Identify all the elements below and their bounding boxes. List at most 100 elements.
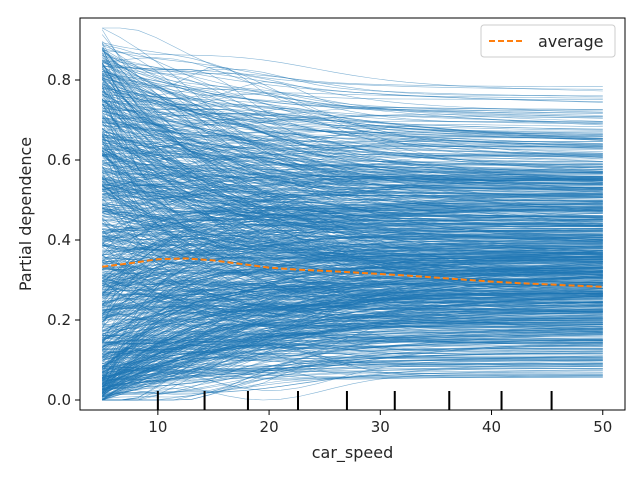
ice-curve — [102, 86, 603, 162]
ice-curve — [102, 207, 603, 240]
ice-curve — [102, 288, 603, 385]
ice-curve — [102, 67, 603, 190]
ice-curve — [102, 78, 603, 123]
ice-curve — [102, 191, 603, 226]
y-axis-label: Partial dependence — [16, 137, 35, 291]
average-series — [102, 257, 603, 288]
ice-curve — [102, 332, 603, 390]
ice-curve — [102, 214, 603, 254]
ice-curve — [102, 224, 603, 235]
ice-curve — [102, 60, 603, 154]
ice-curve — [102, 255, 603, 341]
ice-curve — [102, 93, 603, 125]
ice-curve — [102, 311, 603, 367]
ice-curve — [102, 338, 603, 354]
ice-curve — [102, 217, 603, 262]
ice-curve — [102, 197, 603, 210]
ice-curve — [102, 366, 603, 379]
ice-curve — [102, 281, 603, 291]
ice-curve — [102, 358, 603, 400]
y-axis-ticks: 0.0 0.2 0.4 0.6 0.8 — [47, 71, 80, 409]
ice-curve — [102, 120, 603, 190]
x-axis-label: car_speed — [312, 443, 394, 463]
ice-curve — [102, 342, 603, 397]
average-line — [102, 257, 603, 288]
ice-curve — [102, 245, 603, 280]
ice-curve — [102, 348, 603, 358]
x-tick-label: 40 — [482, 418, 501, 436]
ice-curve — [102, 70, 603, 140]
ice-curve — [102, 353, 603, 387]
ice-curve — [102, 245, 603, 260]
ice-curve — [101, 136, 603, 205]
ice-curve — [102, 100, 603, 146]
ice-curve — [101, 56, 603, 237]
ice-curve — [102, 95, 603, 139]
x-tick-label: 10 — [148, 418, 167, 436]
ice-curve — [102, 203, 603, 235]
ice-curve — [102, 261, 603, 385]
ice-curve — [102, 230, 603, 249]
ice-curve — [102, 368, 603, 381]
ice-curve — [102, 162, 603, 202]
ice-curve — [102, 146, 603, 156]
ice-curve — [102, 119, 603, 172]
ice-curve — [101, 232, 603, 323]
ice-curve — [102, 340, 603, 344]
ice-curve — [102, 271, 603, 305]
ice-curve — [102, 206, 603, 221]
ice-curve — [102, 66, 603, 110]
ice-curve — [102, 341, 603, 377]
plot-frame — [79, 17, 626, 411]
ice-curve — [102, 59, 603, 185]
ice-curve — [102, 55, 603, 126]
ice-curve — [102, 208, 603, 221]
ice-curve — [102, 132, 603, 157]
ice-curve — [102, 275, 603, 401]
ice-curve — [102, 285, 603, 356]
y-tick-label: 0.8 — [47, 71, 71, 89]
ice-curve — [102, 374, 603, 401]
ice-curve — [102, 325, 603, 343]
ice-curve — [102, 165, 603, 179]
ice-curve — [102, 49, 603, 226]
ice-curve — [101, 55, 603, 189]
ice-curve — [102, 305, 603, 360]
ice-curve — [102, 91, 603, 185]
ice-curve — [101, 136, 603, 308]
ice-curve — [102, 140, 603, 160]
ice-curve — [101, 68, 603, 145]
ice-curve — [101, 84, 603, 270]
ice-curve — [101, 246, 603, 373]
ice-curve — [102, 159, 603, 243]
legend-label-average: average — [538, 32, 604, 51]
ice-curve — [102, 319, 603, 370]
rug-ticks — [156, 391, 553, 410]
ice-curve — [102, 129, 603, 190]
ice-curve — [102, 110, 603, 202]
ice-curve — [102, 235, 603, 283]
y-tick-label: 0.2 — [47, 311, 71, 329]
ice-curve — [102, 59, 603, 96]
ice-curve — [102, 164, 603, 238]
ice-curve — [102, 275, 603, 368]
ice-curve — [101, 219, 603, 312]
ice-curve — [102, 277, 603, 341]
ice-curves — [101, 27, 603, 401]
legend-box — [480, 24, 616, 58]
x-tick-label: 30 — [371, 418, 390, 436]
ice-curve — [102, 229, 603, 294]
ice-curve — [102, 363, 603, 390]
ice-curve — [102, 91, 603, 123]
ice-curve — [102, 350, 603, 387]
y-tick-label: 0.0 — [47, 391, 71, 409]
ice-curve — [101, 63, 603, 201]
ice-curve — [102, 94, 603, 167]
ice-curve — [102, 182, 603, 198]
ice-curve — [102, 331, 603, 358]
ice-curve — [102, 218, 603, 305]
ice-curve — [102, 62, 603, 97]
ice-curve — [102, 128, 603, 214]
ice-curve — [102, 248, 603, 286]
